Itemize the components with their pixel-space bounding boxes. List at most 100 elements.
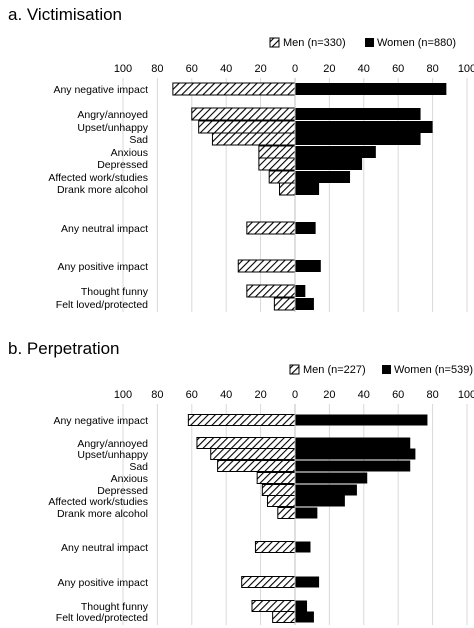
bar-men bbox=[266, 495, 296, 507]
chart-panel-1: a. Victimisation 100 80 60 40 20 0 20 40 60 80 100 M… bbox=[8, 5, 474, 312]
category-label: Upset/unhappy bbox=[77, 449, 148, 461]
category-label: Anxious bbox=[111, 473, 148, 485]
bar-men bbox=[251, 600, 296, 612]
bar-women bbox=[295, 121, 433, 133]
legend-label-women: Women (n=539) bbox=[394, 364, 473, 376]
bar-women bbox=[295, 484, 357, 496]
x-tick-label: 100 bbox=[458, 63, 474, 75]
x-tick-label: 100 bbox=[114, 63, 132, 75]
x-tick-label: 0 bbox=[292, 63, 298, 75]
category-label: Felt loved/protected bbox=[56, 299, 148, 311]
x-tick-label: 60 bbox=[392, 389, 404, 401]
x-tick-label: 100 bbox=[458, 389, 474, 401]
category-label: Any positive impact bbox=[58, 577, 149, 589]
category-label: Any negative impact bbox=[53, 84, 148, 96]
x-tick-label: 40 bbox=[220, 63, 232, 75]
bar-women bbox=[295, 83, 447, 95]
bar-women bbox=[295, 541, 311, 553]
category-label: Thought funny bbox=[81, 601, 149, 613]
category-label: Felt loved/protected bbox=[56, 612, 148, 624]
legend-label-women: Women (n=880) bbox=[377, 37, 456, 49]
x-tick-label: 20 bbox=[254, 63, 266, 75]
x-tick-label: 60 bbox=[186, 389, 198, 401]
category-label: Upset/unhappy bbox=[77, 122, 148, 134]
x-tick-label: 60 bbox=[186, 63, 198, 75]
bar-men bbox=[191, 107, 296, 121]
legend-swatch-women bbox=[365, 38, 374, 47]
bar-men bbox=[237, 259, 296, 273]
bar-men bbox=[268, 170, 296, 184]
x-tick-label: 80 bbox=[426, 63, 438, 75]
category-label: Thought funny bbox=[81, 286, 149, 298]
chart-panel-2: b. Perpetration 100 80 60 40 20 0 20 40 60 80 100 Me… bbox=[8, 339, 474, 625]
bar-women bbox=[295, 611, 314, 623]
x-tick-label: 60 bbox=[392, 63, 404, 75]
bar-women bbox=[295, 260, 321, 272]
category-label: Anxious bbox=[111, 147, 148, 159]
bar-men bbox=[256, 472, 296, 484]
bar-women bbox=[295, 600, 308, 612]
bar-women bbox=[295, 133, 421, 145]
chart-title: b. Perpetration bbox=[8, 339, 120, 358]
bar-women bbox=[295, 146, 376, 158]
category-label: Sad bbox=[129, 461, 148, 473]
bar-women bbox=[295, 460, 411, 472]
category-label: Angry/annoyed bbox=[77, 109, 148, 121]
bar-women bbox=[295, 222, 316, 234]
legend-swatch-men bbox=[289, 364, 300, 375]
x-tick-label: 40 bbox=[358, 63, 370, 75]
bar-women bbox=[295, 171, 351, 183]
bar-men bbox=[196, 437, 296, 449]
bar-women bbox=[295, 472, 368, 484]
bar-women bbox=[295, 183, 320, 195]
bar-men bbox=[211, 132, 296, 146]
legend-swatch-women bbox=[382, 365, 391, 374]
category-label: Depressed bbox=[97, 159, 148, 171]
x-tick-label: 100 bbox=[114, 389, 132, 401]
category-label: Angry/annoyed bbox=[77, 438, 148, 450]
bar-women bbox=[295, 507, 318, 519]
bar-men bbox=[258, 145, 296, 159]
legend-label-men: Men (n=227) bbox=[303, 364, 366, 376]
category-label: Affected work/studies bbox=[48, 172, 148, 184]
chart-title: a. Victimisation bbox=[8, 5, 122, 24]
bar-women bbox=[295, 285, 306, 297]
bar-women bbox=[295, 158, 363, 170]
bar-men bbox=[246, 221, 296, 235]
bar-women bbox=[295, 576, 320, 588]
bar-women bbox=[295, 298, 314, 310]
bar-men bbox=[277, 507, 296, 519]
bar-men bbox=[217, 460, 296, 472]
category-label: Any positive impact bbox=[58, 261, 149, 273]
bar-men bbox=[272, 611, 296, 623]
bar-men bbox=[261, 484, 296, 496]
bar-men bbox=[273, 297, 296, 311]
category-label: Drank more alcohol bbox=[57, 508, 148, 520]
bar-men bbox=[258, 157, 296, 171]
x-tick-label: 80 bbox=[151, 389, 163, 401]
bar-men bbox=[254, 541, 296, 553]
bar-women bbox=[295, 437, 411, 449]
bar-men bbox=[187, 414, 296, 426]
bar-men bbox=[210, 448, 296, 460]
bar-women bbox=[295, 414, 428, 426]
x-tick-label: 40 bbox=[358, 389, 370, 401]
category-label: Any negative impact bbox=[53, 415, 148, 427]
bar-men bbox=[198, 120, 296, 134]
x-tick-label: 20 bbox=[323, 389, 335, 401]
bar-women bbox=[295, 108, 421, 120]
x-tick-label: 80 bbox=[426, 389, 438, 401]
category-label: Depressed bbox=[97, 485, 148, 497]
legend-swatch-men bbox=[269, 37, 280, 48]
x-tick-label: 80 bbox=[151, 63, 163, 75]
category-label: Affected work/studies bbox=[48, 496, 148, 508]
bar-men bbox=[246, 284, 296, 298]
x-tick-label: 20 bbox=[254, 389, 266, 401]
x-tick-label: 40 bbox=[220, 389, 232, 401]
bar-women bbox=[295, 448, 416, 460]
category-label: Any neutral impact bbox=[61, 223, 148, 235]
category-label: Sad bbox=[129, 134, 148, 146]
category-label: Drank more alcohol bbox=[57, 184, 148, 196]
x-tick-label: 0 bbox=[292, 389, 298, 401]
